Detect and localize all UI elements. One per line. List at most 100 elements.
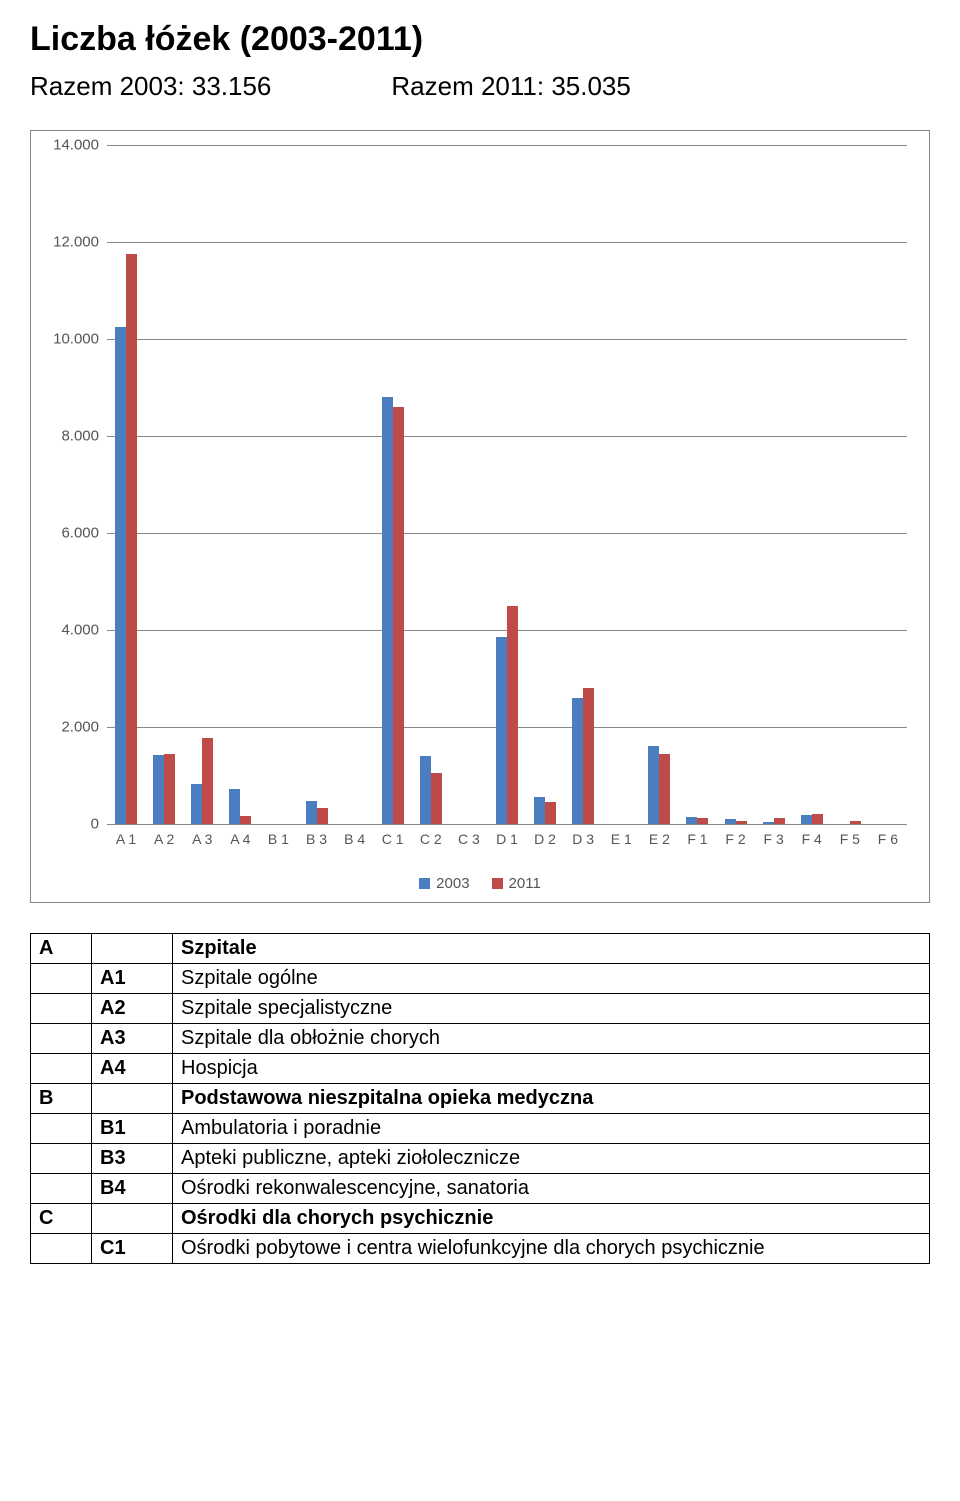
chart-ylabel: 10.000 <box>49 331 99 348</box>
chart-bar <box>115 327 126 824</box>
chart-ylabel: 12.000 <box>49 234 99 251</box>
chart-bar <box>420 756 431 824</box>
chart-category <box>259 145 297 824</box>
legend-label: 2011 <box>509 875 541 892</box>
chart-category <box>297 145 335 824</box>
table-cell-desc: Ośrodki rekonwalescencyjne, sanatoria <box>173 1174 930 1204</box>
legend-item: 2003 <box>419 875 469 892</box>
table-cell-group <box>31 1234 92 1264</box>
table-cell-desc: Ośrodki pobytowe i centra wielofunkcyjne… <box>173 1234 930 1264</box>
table-cell-desc: Szpitale <box>173 934 930 964</box>
chart-xlabel: A 1 <box>107 825 145 865</box>
chart-bar <box>774 818 785 824</box>
chart-category <box>488 145 526 824</box>
chart-bar <box>583 688 594 824</box>
chart-category <box>221 145 259 824</box>
chart-category <box>602 145 640 824</box>
table-row: B4Ośrodki rekonwalescencyjne, sanatoria <box>31 1174 930 1204</box>
table-cell-desc: Podstawowa nieszpitalna opieka medyczna <box>173 1084 930 1114</box>
subtitle-row: Razem 2003: 33.156 Razem 2011: 35.035 <box>30 71 930 102</box>
chart-bar <box>382 397 393 824</box>
chart-category <box>450 145 488 824</box>
table-cell-desc: Ambulatoria i poradnie <box>173 1114 930 1144</box>
table-cell-desc: Ośrodki dla chorych psychicznie <box>173 1204 930 1234</box>
chart-bar <box>431 773 442 824</box>
table-cell-code: A3 <box>92 1024 173 1054</box>
chart-bar <box>812 814 823 824</box>
chart-bar <box>202 738 213 824</box>
chart-bar <box>229 789 240 824</box>
table-cell-desc: Hospicja <box>173 1054 930 1084</box>
chart-frame: 02.0004.0006.0008.00010.00012.00014.000 … <box>30 130 930 903</box>
chart-bar <box>306 801 317 824</box>
chart-xlabel: B 3 <box>297 825 335 865</box>
chart-ylabel: 6.000 <box>49 525 99 542</box>
chart-xlabel: F 1 <box>678 825 716 865</box>
legend-item: 2011 <box>492 875 541 892</box>
chart-plot: 02.0004.0006.0008.00010.00012.00014.000 <box>107 145 907 825</box>
chart-xlabel: F 5 <box>831 825 869 865</box>
table-cell-code: B3 <box>92 1144 173 1174</box>
chart-ylabel: 2.000 <box>49 719 99 736</box>
subtitle-left: Razem 2003: 33.156 <box>30 71 271 102</box>
chart-ylabel: 4.000 <box>49 622 99 639</box>
chart-bar <box>725 819 736 824</box>
chart-xlabel: A 4 <box>221 825 259 865</box>
chart-bar <box>648 746 659 824</box>
chart-xlabel: C 2 <box>412 825 450 865</box>
chart-bar <box>697 818 708 824</box>
table-row: A3Szpitale dla obłożnie chorych <box>31 1024 930 1054</box>
chart-category <box>793 145 831 824</box>
chart-bars <box>107 145 907 824</box>
chart-category <box>564 145 602 824</box>
chart-bar <box>659 754 670 824</box>
chart-xlabel: F 3 <box>755 825 793 865</box>
chart-bar <box>164 754 175 824</box>
chart-bar <box>507 606 518 824</box>
table-cell-group <box>31 1024 92 1054</box>
chart-xlabel: B 1 <box>259 825 297 865</box>
chart-bar <box>153 755 164 824</box>
table-cell-code: C1 <box>92 1234 173 1264</box>
chart-xlabel: D 2 <box>526 825 564 865</box>
table-cell-group <box>31 1114 92 1144</box>
table-cell-group <box>31 1174 92 1204</box>
table-cell-group <box>31 1144 92 1174</box>
chart-ylabel: 8.000 <box>49 428 99 445</box>
chart-bar <box>545 802 556 824</box>
chart-category <box>831 145 869 824</box>
chart-bar <box>850 821 861 824</box>
chart-xlabel: C 1 <box>374 825 412 865</box>
chart-category <box>336 145 374 824</box>
chart-area: 02.0004.0006.0008.00010.00012.00014.000 … <box>107 145 907 865</box>
table-row: B Podstawowa nieszpitalna opieka medyczna <box>31 1084 930 1114</box>
table-cell-desc: Szpitale specjalistyczne <box>173 994 930 1024</box>
chart-xlabel: A 3 <box>183 825 221 865</box>
table-cell-code <box>92 934 173 964</box>
chart-category <box>717 145 755 824</box>
table-row: COśrodki dla chorych psychicznie <box>31 1204 930 1234</box>
chart-bar <box>736 821 747 824</box>
table-cell-group <box>31 1054 92 1084</box>
chart-bar <box>393 407 404 824</box>
chart-ylabel: 14.000 <box>49 137 99 154</box>
table-cell-code <box>92 1204 173 1234</box>
chart-xlabel: F 4 <box>793 825 831 865</box>
chart-bar <box>496 637 507 824</box>
chart-category <box>183 145 221 824</box>
chart-xlabel: E 2 <box>640 825 678 865</box>
chart-xlabel: F 6 <box>869 825 907 865</box>
table-cell-group: B <box>31 1084 92 1114</box>
table-cell-group: A <box>31 934 92 964</box>
legend-swatch <box>492 878 503 889</box>
chart-bar <box>240 816 251 824</box>
chart-bar <box>534 797 545 824</box>
table-row: B1Ambulatoria i poradnie <box>31 1114 930 1144</box>
table-cell-group <box>31 964 92 994</box>
chart-ylabel: 0 <box>49 816 99 833</box>
table-cell-desc: Szpitale dla obłożnie chorych <box>173 1024 930 1054</box>
chart-bar <box>801 815 812 824</box>
table-cell-code: A4 <box>92 1054 173 1084</box>
chart-category <box>869 145 907 824</box>
table-cell-code <box>92 1084 173 1114</box>
